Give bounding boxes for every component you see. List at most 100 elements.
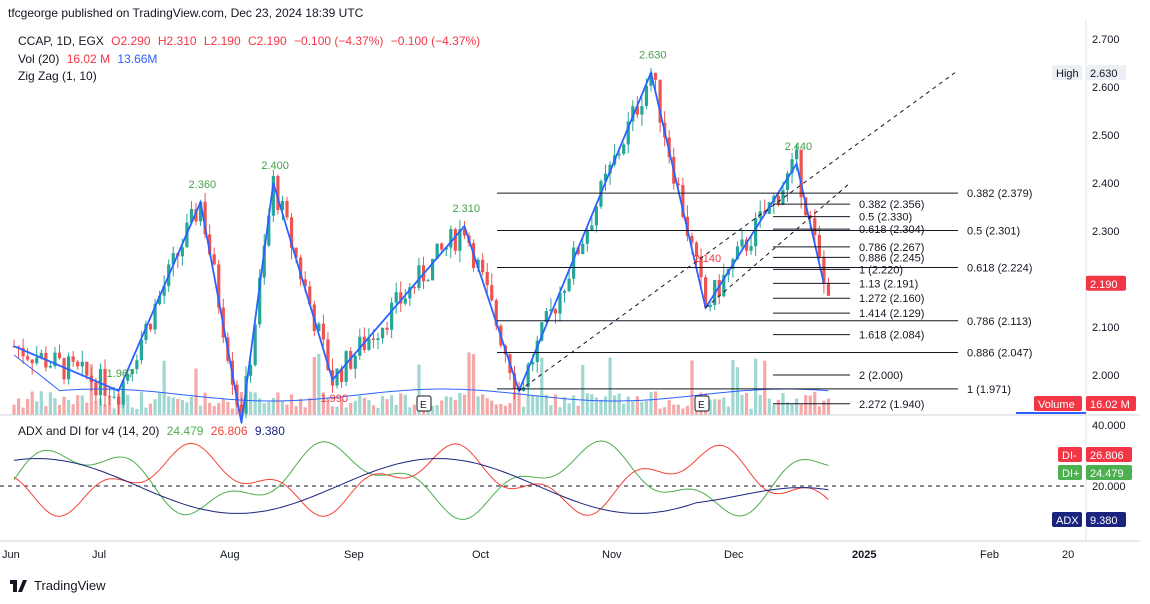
adx-tick-label: 40.000 xyxy=(1092,420,1126,432)
volume-bar xyxy=(772,404,776,415)
volume-bar xyxy=(299,398,303,415)
di-minus-tag-label-bg xyxy=(1058,447,1082,462)
volume-bar xyxy=(71,404,75,415)
fib-large-label: 0.886 (2.047) xyxy=(967,347,1032,359)
candle-body xyxy=(754,218,758,247)
volume-bar xyxy=(358,395,362,415)
volume-bar xyxy=(135,408,139,415)
candle-body xyxy=(544,311,548,323)
volume-bar xyxy=(558,407,562,415)
volume-bar xyxy=(562,396,567,415)
volume-bar xyxy=(508,403,512,415)
volume-bar xyxy=(144,407,148,415)
volume-bar xyxy=(799,404,803,415)
volume-bar xyxy=(367,400,371,415)
volume-bar xyxy=(740,394,744,415)
volume-bar xyxy=(526,396,530,415)
candle-body xyxy=(367,338,371,350)
pivot-label: 2.310 xyxy=(452,203,480,215)
volume-bar xyxy=(158,392,162,415)
volume-bar xyxy=(94,401,98,415)
symbol-label[interactable]: CCAP, 1D, EGX xyxy=(18,34,104,48)
volume-bar xyxy=(303,407,307,415)
fib-small-label: 0.886 (2.245) xyxy=(859,252,924,264)
tradingview-wordmark: TradingView xyxy=(34,578,106,593)
price-tick-label: 2.000 xyxy=(1092,370,1120,382)
last-price-tag: 2.190 xyxy=(1090,279,1118,291)
volume-ma-value: 13.66M xyxy=(117,52,158,66)
volume-bar xyxy=(744,393,749,415)
time-axis-label: Sep xyxy=(344,549,364,561)
volume-bar xyxy=(335,406,339,415)
volume-bar xyxy=(776,399,780,415)
volume-bar xyxy=(785,402,790,415)
volume-bar xyxy=(217,403,221,415)
fib-large-label: 0.5 (2.301) xyxy=(967,226,1020,238)
volume-bar xyxy=(767,398,771,415)
volume-bar xyxy=(180,399,184,415)
volume-bar xyxy=(412,404,416,415)
volume-bar xyxy=(581,364,585,415)
candle-body xyxy=(799,149,803,198)
candle-body xyxy=(622,144,626,154)
volume-legend-label[interactable]: Vol (20) xyxy=(18,52,60,66)
close-value: C2.190 xyxy=(247,34,287,48)
di-minus-tag-value-bg xyxy=(1086,447,1132,462)
candle-body xyxy=(194,209,198,222)
candle-body xyxy=(408,287,412,299)
candle-body xyxy=(85,361,89,376)
adx-pane xyxy=(0,440,1086,520)
candle-body xyxy=(180,247,184,257)
candle-body xyxy=(431,258,435,281)
volume-legend: Vol (20) 16.02 M 13.66M xyxy=(18,52,161,66)
candle-body xyxy=(790,159,794,174)
time-axis-label: Feb xyxy=(980,549,999,561)
volume-bar xyxy=(26,398,30,415)
pivot-label: 2.630 xyxy=(639,50,667,62)
candle-body xyxy=(485,272,489,286)
di-plus-tag-value-bg xyxy=(1086,465,1132,480)
candle-body xyxy=(694,242,699,257)
price-tick-label: 2.100 xyxy=(1092,322,1120,334)
candle-body xyxy=(572,247,576,279)
candle-body xyxy=(490,285,494,301)
volume-bar xyxy=(644,400,649,415)
time-axis-label: 20 xyxy=(1062,549,1074,561)
volume-bar xyxy=(48,392,52,415)
volume-bar xyxy=(362,397,366,415)
earnings-marker-label: E xyxy=(698,400,705,411)
tradingview-logo[interactable]: TradingView xyxy=(10,578,106,593)
candle-body xyxy=(358,336,362,356)
volume-bar xyxy=(57,404,62,415)
candle-body xyxy=(135,360,139,370)
candle-body xyxy=(253,324,257,365)
volume-bar xyxy=(189,396,194,415)
adx-legend-label[interactable]: ADX and DI for v4 (14, 20) xyxy=(18,424,160,438)
volume-bar xyxy=(485,398,489,415)
volume-bar xyxy=(253,392,257,415)
volume-bar xyxy=(653,391,658,415)
volume-bar xyxy=(67,400,71,415)
price-tick-label: 2.400 xyxy=(1092,178,1120,190)
volume-bar xyxy=(440,400,444,415)
adx-tag-value-bg xyxy=(1086,512,1126,527)
volume-bar xyxy=(153,399,157,415)
zigzag-label[interactable]: Zig Zag (1, 10) xyxy=(18,69,97,83)
volume-bar xyxy=(576,405,580,415)
candle-body xyxy=(162,286,166,296)
volume-bar xyxy=(399,393,403,415)
fib-large-label: 0.618 (2.224) xyxy=(967,262,1032,274)
candle-body xyxy=(203,201,207,235)
candle-body xyxy=(344,351,348,382)
candle-body xyxy=(67,356,71,380)
volume-bar xyxy=(12,404,16,415)
candle-body xyxy=(121,380,125,405)
candle-body xyxy=(813,218,817,235)
volume-bar xyxy=(294,406,298,415)
candles xyxy=(12,68,831,425)
candle-body xyxy=(239,404,244,414)
volume-bar xyxy=(76,395,80,415)
volume-bar xyxy=(162,360,166,415)
candle-body xyxy=(317,323,321,332)
